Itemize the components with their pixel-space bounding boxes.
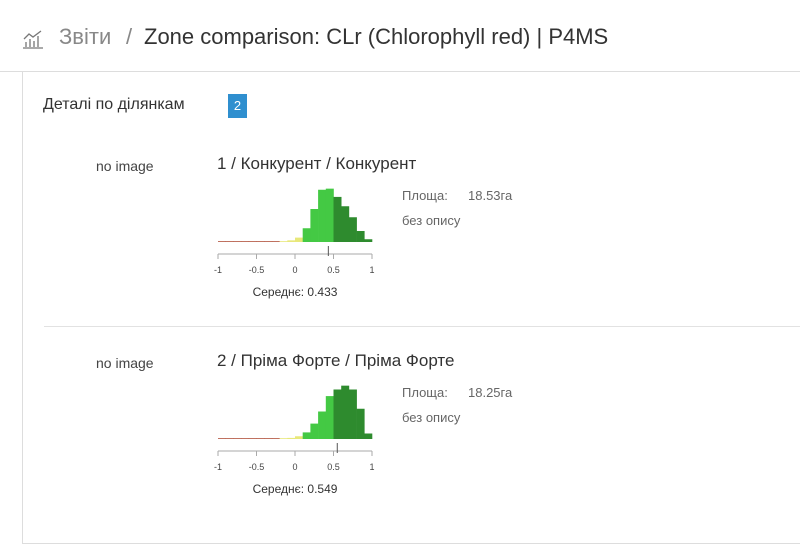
area-label: Площа: [402, 188, 448, 203]
mean-label: Середнє: 0.549 [253, 482, 338, 496]
histogram-bar [271, 438, 280, 439]
x-tick-label: 1 [369, 265, 374, 275]
area-label: Площа: [402, 385, 448, 400]
page-title: Zone comparison: CLr (Chlorophyll red) |… [144, 24, 609, 49]
area-value: 18.25га [468, 385, 513, 400]
histogram-bar [325, 396, 334, 439]
histogram-bar [364, 239, 373, 242]
histogram-bar [302, 228, 311, 242]
card [22, 72, 800, 544]
histogram-bar [295, 237, 303, 242]
histogram-bar [241, 241, 250, 242]
histogram-bar [264, 241, 273, 242]
section-title: Деталі по ділянкам [43, 96, 185, 113]
description: без опису [402, 410, 461, 425]
histogram-bar [318, 411, 327, 439]
count-badge: 2 [228, 94, 247, 118]
x-tick-label: -0.5 [249, 265, 265, 275]
divider [44, 326, 800, 327]
zone-title: 2 / Пріма Форте / Пріма Форте [217, 351, 455, 370]
histogram-bar [218, 438, 226, 439]
histogram-bar [271, 241, 280, 242]
histogram-bar [241, 438, 250, 439]
breadcrumb-link[interactable]: Звіти [59, 24, 112, 49]
histogram-bar [233, 241, 242, 242]
x-tick-label: 0 [292, 265, 297, 275]
histogram-bar [333, 389, 342, 439]
mean-label: Середнє: 0.433 [253, 285, 338, 299]
histogram-bar [333, 196, 342, 242]
x-tick-label: -0.5 [249, 462, 265, 472]
description: без опису [402, 213, 461, 228]
distribution-chart: -1 -0.5 0 0.5 1 Середнє: 0.433 [214, 188, 375, 299]
image-placeholder: no image [96, 355, 154, 371]
histogram-bar [348, 217, 357, 242]
histogram-bar [356, 408, 365, 439]
x-tick-label: 0 [292, 462, 297, 472]
header [0, 0, 800, 72]
x-tick-label: -1 [214, 265, 222, 275]
histogram-bar [248, 438, 257, 439]
zone-title: 1 / Конкурент / Конкурент [217, 154, 417, 173]
histogram-bar [310, 209, 319, 242]
x-tick-label: 0.5 [327, 265, 340, 275]
x-tick-label: -1 [214, 462, 222, 472]
histogram-bar [341, 385, 350, 439]
histogram-bar [325, 188, 334, 242]
histogram-bar [295, 436, 303, 439]
histogram-bar [225, 241, 234, 242]
histogram-bar [279, 438, 288, 439]
histogram-bar [256, 241, 265, 242]
histogram-bar [348, 389, 357, 439]
histogram-bar [364, 433, 373, 439]
reports-icon [23, 30, 43, 49]
histogram-bar [233, 438, 242, 439]
histogram-bar [264, 438, 273, 439]
breadcrumb-separator: / [126, 24, 133, 49]
histogram-bar [248, 241, 257, 242]
x-tick-label: 0.5 [327, 462, 340, 472]
histogram-bar [218, 241, 226, 242]
histogram-bar [225, 438, 234, 439]
histogram-bar [310, 423, 319, 439]
histogram-bar [287, 240, 296, 242]
histogram-bar [318, 189, 327, 242]
image-placeholder: no image [96, 158, 154, 174]
histogram-bar [302, 432, 311, 439]
distribution-chart: -1 -0.5 0 0.5 1 Середнє: 0.549 [214, 385, 375, 496]
area-value: 18.53га [468, 188, 513, 203]
histogram-bar [356, 231, 365, 242]
histogram-bar [279, 241, 288, 242]
x-tick-label: 1 [369, 462, 374, 472]
histogram-bar [287, 437, 296, 439]
histogram-bar [341, 206, 350, 242]
histogram-bar [256, 438, 265, 439]
